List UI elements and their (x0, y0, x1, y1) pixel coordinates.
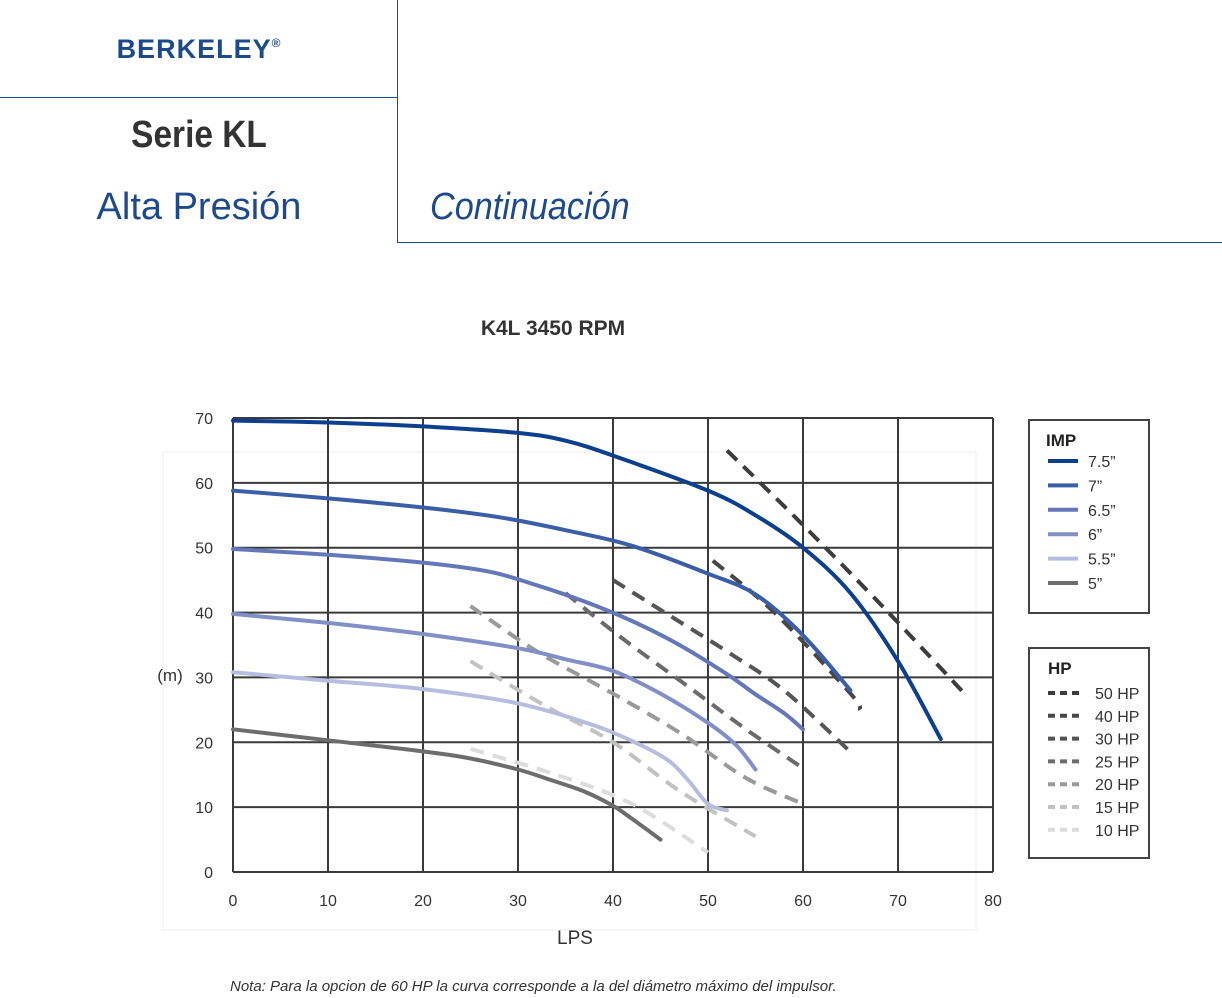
y-tick-label: 40 (195, 606, 213, 623)
x-tick-label: 0 (229, 893, 238, 910)
x-tick-label: 10 (319, 893, 337, 910)
legend-hp-box (1028, 647, 1150, 859)
legend-hp-title: HP (1048, 659, 1072, 678)
plot-backdrop (162, 451, 977, 931)
x-tick-label: 40 (604, 893, 622, 910)
x-tick-label: 30 (509, 893, 527, 910)
header-divider-left (0, 97, 398, 98)
header-left-panel: BERKELEY® Serie KL Alta Presión (0, 0, 398, 243)
y-tick-label: 0 (204, 865, 213, 882)
impeller-curve (231, 488, 853, 693)
legend-imp-label: 7” (1088, 478, 1102, 495)
y-axis-label: (m) (157, 666, 182, 685)
y-tick-label: 30 (195, 670, 213, 687)
header-divider-vertical (397, 0, 398, 243)
impeller-curve (231, 670, 729, 813)
y-tick-label: 20 (195, 735, 213, 752)
legend-hp-label: 30 HP (1095, 732, 1139, 749)
y-tick-label: 10 (195, 800, 213, 817)
hp-line-10hp (469, 746, 710, 855)
x-tick-label: 60 (794, 893, 812, 910)
legend-imp-box (1028, 419, 1150, 614)
legend-imp-label: 6.5” (1088, 503, 1116, 520)
x-tick-label: 70 (889, 893, 907, 910)
legend-hp-label: 40 HP (1095, 709, 1139, 726)
brand-name: BERKELEY (116, 34, 272, 64)
legend-imp-label: 7.5” (1088, 454, 1116, 471)
legend-imp-title: IMP (1046, 431, 1076, 450)
hp-line-50hp (725, 448, 966, 695)
legend-hp-label: 15 HP (1095, 800, 1139, 817)
series-subtitle: Alta Presión (96, 186, 302, 228)
continuation-label: Continuación (430, 186, 630, 228)
impeller-curve (231, 611, 758, 772)
header-divider-right (397, 242, 1222, 243)
legend-hp-label: 50 HP (1095, 686, 1139, 703)
legend-hp-label: 20 HP (1095, 777, 1139, 794)
legend-hp-label: 25 HP (1095, 754, 1139, 771)
y-tick-label: 50 (195, 541, 213, 558)
x-axis-label: LPS (557, 928, 593, 949)
registered-mark: ® (271, 36, 282, 50)
hp-line-25hp (564, 591, 805, 770)
chart-title: K4L 3450 RPM (480, 317, 626, 340)
y-tick-label: 70 (195, 411, 213, 428)
impeller-curve (231, 418, 943, 741)
hp-line-30hp (611, 578, 852, 754)
hp-line-15hp (469, 659, 757, 839)
x-tick-label: 50 (699, 893, 717, 910)
impeller-curve (231, 547, 805, 732)
hp-line-20hp (469, 604, 804, 806)
legend-imp-label: 6” (1088, 527, 1102, 544)
x-tick-label: 80 (984, 893, 1002, 910)
x-tick-label: 20 (414, 893, 432, 910)
footnote: Nota: Para la opcion de 60 HP la curva c… (230, 978, 837, 995)
hp-line-40hp (711, 559, 863, 711)
impeller-curve (231, 727, 663, 842)
brand-logo: BERKELEY® (0, 34, 398, 65)
legend-imp-label: 5” (1088, 576, 1102, 593)
legend-hp-label: 10 HP (1095, 823, 1139, 840)
series-title: Serie KL (131, 114, 267, 156)
legend-imp-label: 5.5” (1088, 552, 1116, 569)
y-tick-label: 60 (195, 476, 213, 493)
